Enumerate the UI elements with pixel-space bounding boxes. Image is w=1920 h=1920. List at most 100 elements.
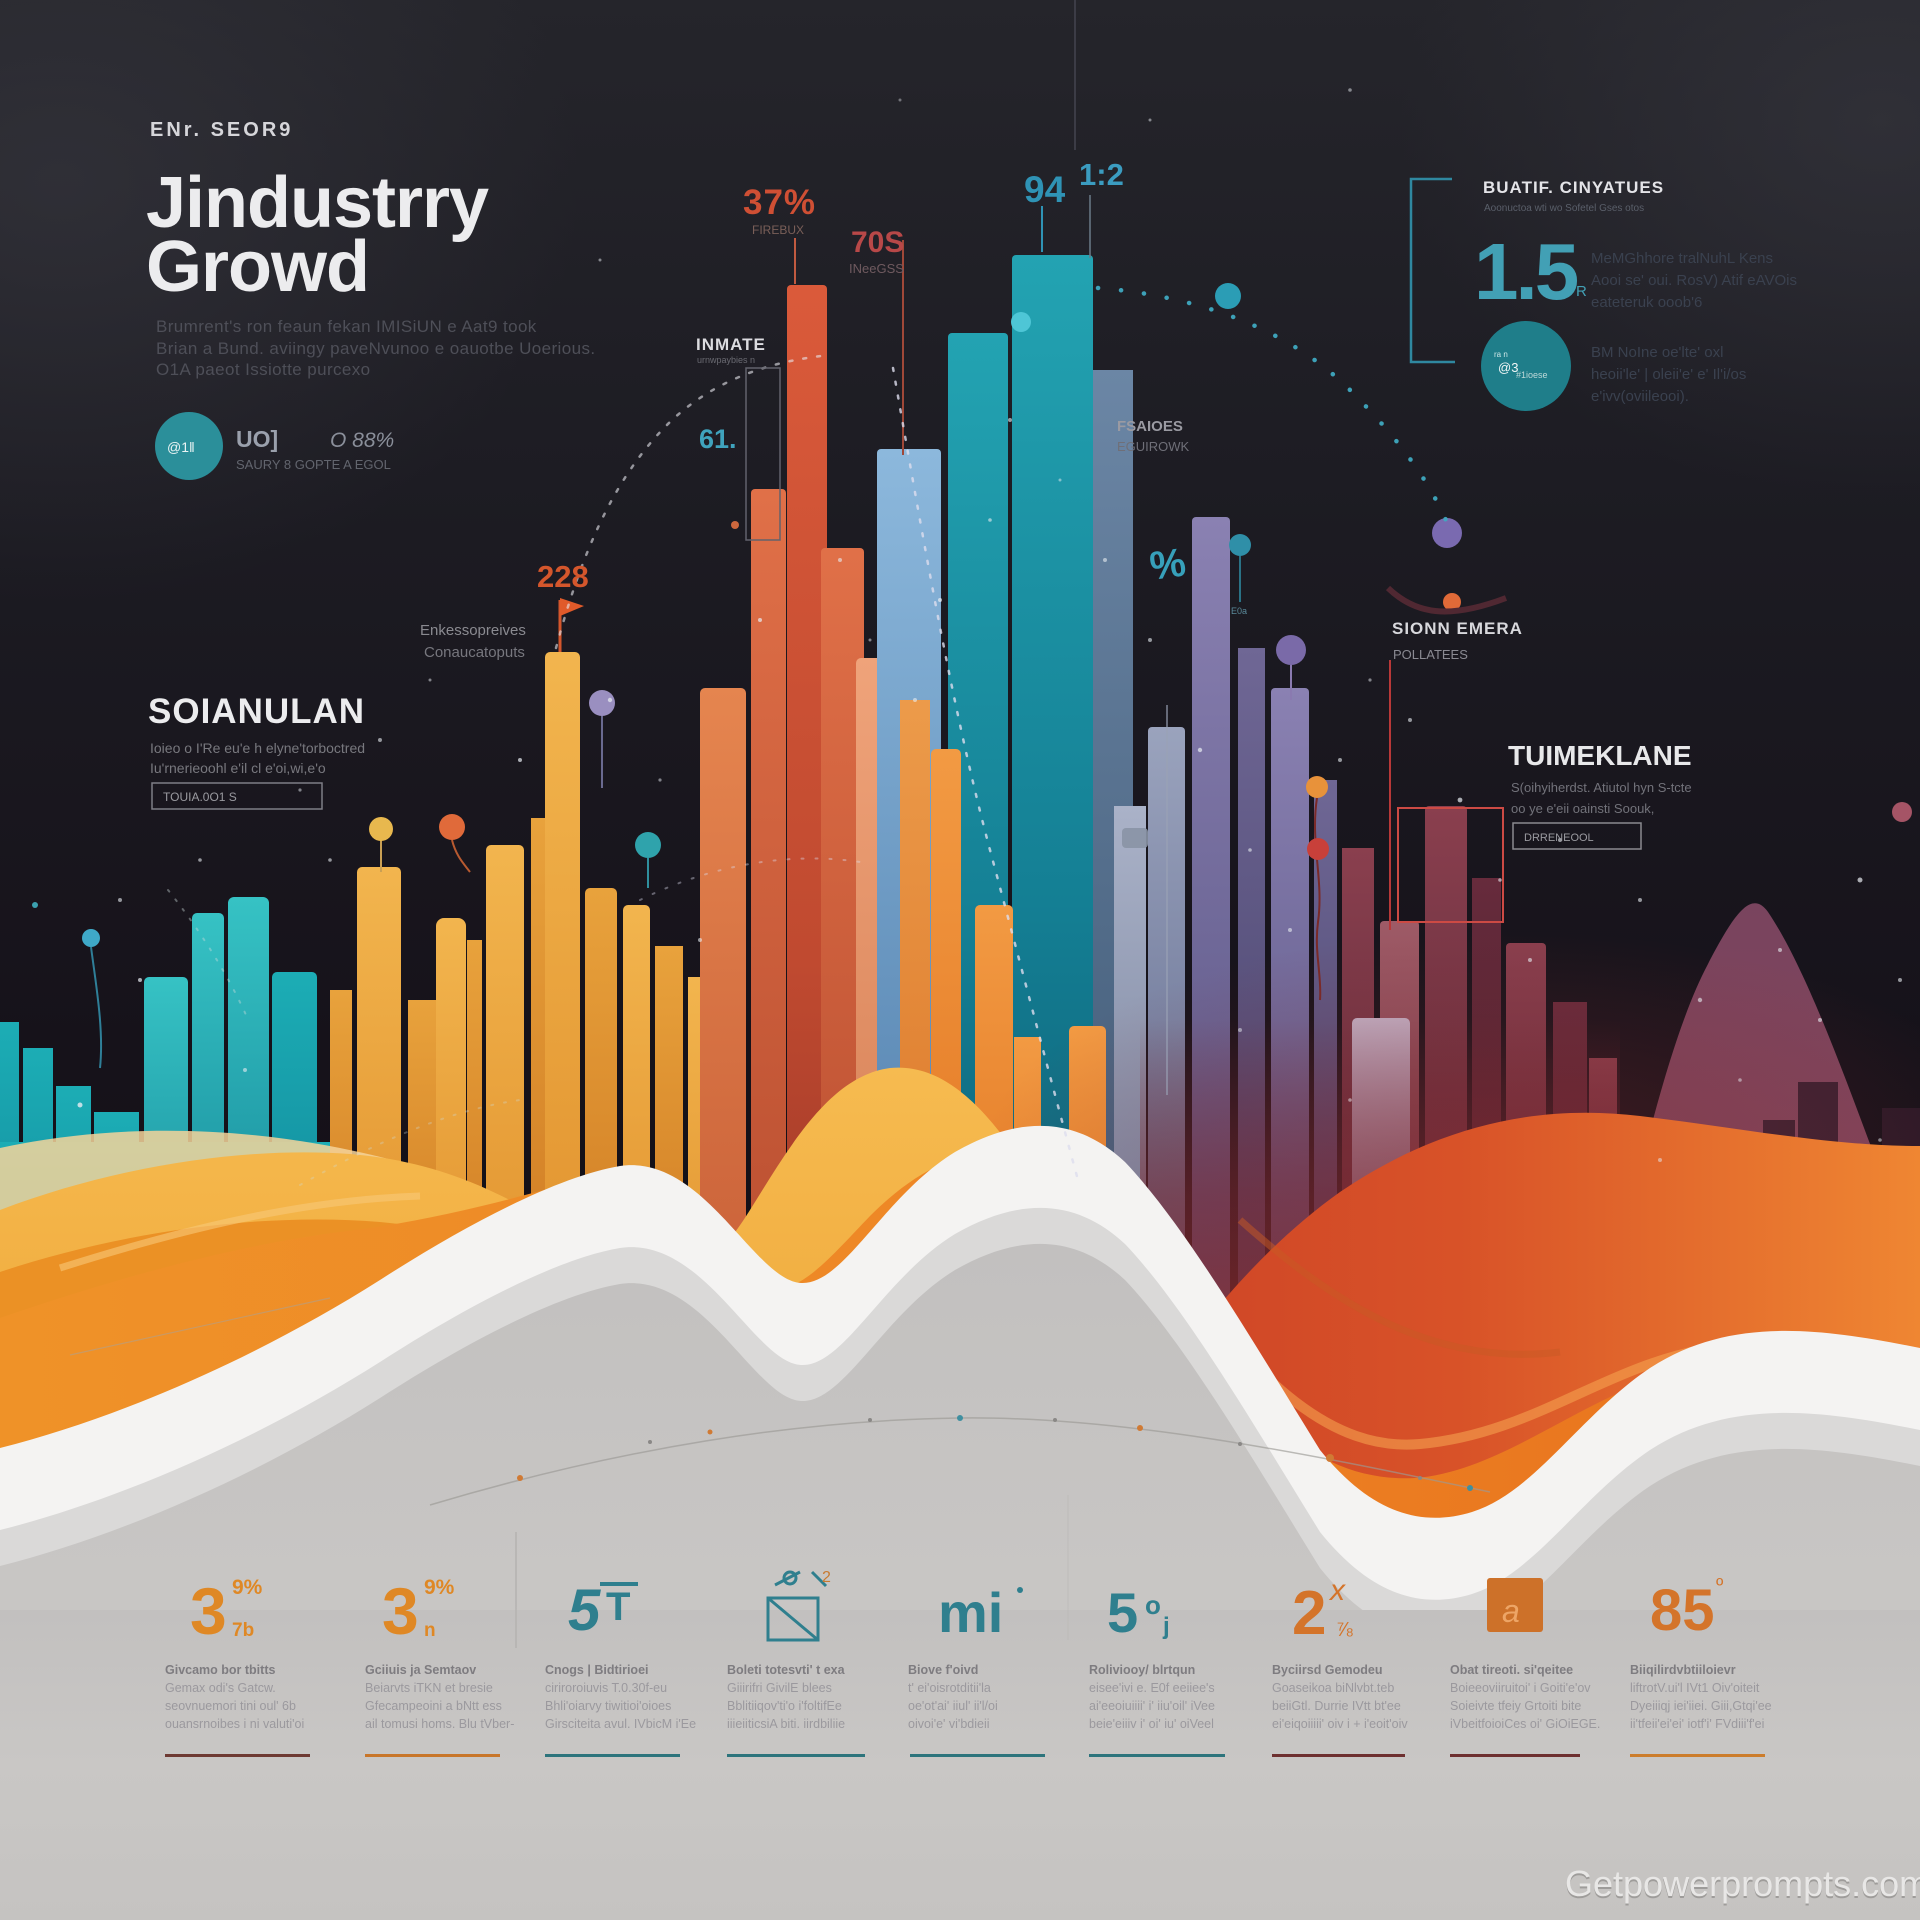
svg-text:3: 3	[190, 1574, 227, 1648]
svg-text:iiieiiticsiA biti. iirdbiliie: iiieiiticsiA biti. iirdbiliie	[727, 1717, 845, 1731]
svg-text:º: º	[1716, 1575, 1724, 1597]
svg-text:FSAIOES: FSAIOES	[1117, 418, 1183, 435]
svg-text:ai'eeoiuiiii' i' iiu'oil' iVee: ai'eeoiuiiii' i' iiu'oil' iVee	[1089, 1699, 1215, 1713]
svg-text:Boleti totesvti' t exa: Boleti totesvti' t exa	[727, 1663, 846, 1677]
svg-text:oe'ot'ai' iiul' ii'l/oi: oe'ot'ai' iiul' ii'l/oi	[908, 1699, 998, 1713]
svg-text:Brian a Bund. aviingy paveNvun: Brian a Bund. aviingy paveNvunoo e oauot…	[156, 339, 595, 358]
svg-text:T: T	[606, 1585, 630, 1629]
svg-text:Brumrent's ron feaun fekan IMI: Brumrent's ron feaun fekan IMISiUN e Aat…	[156, 317, 537, 336]
svg-text:j: j	[1162, 1613, 1170, 1640]
svg-text:O 88%: O 88%	[330, 429, 394, 452]
svg-text:Getpowerprompts.com: Getpowerprompts.com	[1565, 1863, 1920, 1904]
svg-text:Beiarvts iTKN et bresie: Beiarvts iTKN et bresie	[365, 1681, 493, 1695]
svg-text:Obat tireoti. si'qeitee: Obat tireoti. si'qeitee	[1450, 1663, 1573, 1677]
svg-text:TOUIA.0O1 S: TOUIA.0O1 S	[163, 790, 237, 804]
svg-text:Gemax odi's Gatcw.: Gemax odi's Gatcw.	[165, 1681, 276, 1695]
svg-text:SOIANULAN: SOIANULAN	[148, 692, 365, 731]
svg-text:5: 5	[1107, 1581, 1138, 1644]
svg-text:Conaucatoputs: Conaucatoputs	[424, 644, 525, 661]
svg-text:3: 3	[382, 1574, 419, 1648]
svg-text:POLLATEES: POLLATEES	[1393, 647, 1468, 662]
svg-text:Aooi se' oui. RosV) Atif eAVOi: Aooi se' oui. RosV) Atif eAVOis	[1591, 272, 1797, 289]
svg-text:INeeGSS: INeeGSS	[849, 261, 904, 276]
svg-text:ouansrnoibes i ni valuti'oi: ouansrnoibes i ni valuti'oi	[165, 1717, 304, 1731]
svg-text:n: n	[424, 1620, 436, 1641]
svg-text:2: 2	[822, 1569, 831, 1586]
svg-text:70S: 70S	[851, 226, 904, 259]
svg-text:INMATE: INMATE	[696, 335, 766, 354]
svg-text:mi: mi	[938, 1581, 1003, 1644]
svg-text:Boieeoviiruitoi' i Goiti'e'ov: Boieeoviiruitoi' i Goiti'e'ov	[1450, 1681, 1591, 1695]
svg-text:eateteruk ooob'6: eateteruk ooob'6	[1591, 294, 1702, 311]
svg-text:%: %	[1147, 540, 1188, 589]
svg-text:a: a	[1502, 1593, 1520, 1629]
svg-text:Getpowerprompts.com: Getpowerprompts.com	[1565, 1865, 1920, 1906]
svg-text:Enkessopreives: Enkessopreives	[420, 622, 526, 639]
svg-text:Giiirifri GivilE blees: Giiirifri GivilE blees	[727, 1681, 832, 1695]
svg-text:Jindustrry: Jindustrry	[146, 163, 489, 243]
svg-text:seovnuemori tini oul' 6b: seovnuemori tini oul' 6b	[165, 1699, 296, 1713]
svg-text:o: o	[1145, 1590, 1161, 1620]
svg-text:liftrotV.ui'l IVt1 Oiv'oiteit: liftrotV.ui'l IVt1 Oiv'oiteit	[1630, 1681, 1760, 1695]
svg-text:1:2: 1:2	[1079, 157, 1124, 192]
svg-text:Roliviooy/ blrtqun: Roliviooy/ blrtqun	[1089, 1663, 1195, 1677]
svg-text:Bblitiiqov'ti'o i'foltifEe: Bblitiiqov'ti'o i'foltifEe	[727, 1699, 842, 1713]
svg-text:ei'eiqoiiiii' oiv i + i'eoit'o: ei'eiqoiiiii' oiv i + i'eoit'oiv	[1272, 1717, 1408, 1731]
svg-text:SIONN EMERA: SIONN EMERA	[1392, 619, 1523, 638]
svg-text:eisee'ivi e. E0f eeiiee's: eisee'ivi e. E0f eeiiee's	[1089, 1681, 1215, 1695]
svg-text:5: 5	[568, 1578, 601, 1643]
svg-text:Aoonuctoa wti wo Sofetel Gses: Aoonuctoa wti wo Sofetel Gses otos	[1484, 203, 1644, 214]
svg-text:@1‖: @1‖	[167, 439, 195, 455]
svg-text:#1ioese: #1ioese	[1516, 370, 1548, 380]
svg-text:ii'tfeii'ei'ei' iotf'i' FVdiii: ii'tfeii'ei'ei' iotf'i' FVdiii'f'ei	[1630, 1717, 1764, 1731]
svg-text:e'ivv(oviileooi).: e'ivv(oviileooi).	[1591, 388, 1689, 405]
svg-text:beiiGtl. Durrie IVtt bt'ee: beiiGtl. Durrie IVtt bt'ee	[1272, 1699, 1401, 1713]
svg-text:37%: 37%	[743, 183, 816, 222]
svg-text:Bhli'oiarvy tiwitioi'oioes: Bhli'oiarvy tiwitioi'oioes	[545, 1699, 671, 1713]
svg-text:94: 94	[1024, 169, 1066, 210]
svg-text:EGUIROWK: EGUIROWK	[1117, 439, 1190, 454]
svg-text:61.: 61.	[699, 424, 737, 454]
svg-text:228: 228	[537, 559, 589, 594]
svg-text:BUATIF. CINYATUES: BUATIF. CINYATUES	[1483, 178, 1664, 197]
svg-text:O1A paeot Issiotte purcexo: O1A paeot Issiotte purcexo	[156, 360, 371, 379]
svg-text:urnwpaybies n: urnwpaybies n	[697, 355, 755, 365]
svg-text:⅞: ⅞	[1336, 1619, 1353, 1641]
svg-text:Iu'rnerieoohl e'il cl e'oi,wi,: Iu'rnerieoohl e'il cl e'oi,wi,e'o	[150, 760, 326, 776]
svg-text:MeMGhhore tralNuhL Kens: MeMGhhore tralNuhL Kens	[1591, 250, 1773, 267]
svg-text:Biiqilirdvbtiiloievr: Biiqilirdvbtiiloievr	[1630, 1663, 1736, 1677]
svg-text:DRRENEOOL: DRRENEOOL	[1524, 832, 1594, 844]
svg-text:iVbeitfoioiCes oi' GiOiEGE.: iVbeitfoioiCes oi' GiOiEGE.	[1450, 1717, 1600, 1731]
svg-text:Growd: Growd	[146, 227, 369, 307]
svg-text:ra n: ra n	[1494, 350, 1508, 359]
svg-text:1.5: 1.5	[1474, 227, 1578, 316]
svg-text:E0a: E0a	[1231, 606, 1247, 616]
svg-text:beie'eiiiv i' oi' iu' oiVeel: beie'eiiiv i' oi' iu' oiVeel	[1089, 1717, 1214, 1731]
svg-text:85: 85	[1650, 1578, 1715, 1643]
svg-text:Gfecampeoini a bNtt ess: Gfecampeoini a bNtt ess	[365, 1699, 502, 1713]
svg-text:ail tomusi homs. Blu tVber-: ail tomusi homs. Blu tVber-	[365, 1717, 514, 1731]
svg-text:Cnogs | Bidtirioei: Cnogs | Bidtirioei	[545, 1663, 649, 1677]
svg-text:Dyeiiiqj iei'iiei. Giii,Gtqi'e: Dyeiiiqj iei'iiei. Giii,Gtqi'ee	[1630, 1699, 1772, 1713]
svg-text:7b: 7b	[232, 1620, 254, 1641]
svg-text:TUIMEKLANE: TUIMEKLANE	[1508, 740, 1692, 771]
svg-text:Givcamo bor tbitts: Givcamo bor tbitts	[165, 1663, 275, 1677]
svg-text:ciriroroiuvis T.0.30f-eu: ciriroroiuvis T.0.30f-eu	[545, 1681, 667, 1695]
svg-text:9%: 9%	[232, 1576, 263, 1599]
svg-text:9%: 9%	[424, 1576, 455, 1599]
svg-text:2: 2	[1292, 1579, 1326, 1648]
svg-text:Goaseikoa biNlvbt.teb: Goaseikoa biNlvbt.teb	[1272, 1681, 1394, 1695]
svg-text:t' ei'oisrotditii'la: t' ei'oisrotditii'la	[908, 1681, 991, 1695]
svg-text:Soieivte tfeiy Grtoiti bite: Soieivte tfeiy Grtoiti bite	[1450, 1699, 1581, 1713]
svg-text:R: R	[1576, 283, 1587, 300]
svg-text:UO]: UO]	[236, 426, 278, 452]
svg-text:@3: @3	[1498, 360, 1518, 375]
svg-text:Biove f'oivd: Biove f'oivd	[908, 1663, 978, 1677]
svg-text:Ioieo o I'Re eu'e h elyne'torb: Ioieo o I'Re eu'e h elyne'torboctred	[150, 740, 365, 756]
svg-text:oivoi'e' vi'bdieii: oivoi'e' vi'bdieii	[908, 1717, 990, 1731]
svg-text:SAURY 8 GOPTE A EGOL: SAURY 8 GOPTE A EGOL	[236, 457, 391, 472]
svg-text:ENr. SEOR9: ENr. SEOR9	[150, 119, 293, 141]
svg-text:BM NoIne oe'lte' oxl: BM NoIne oe'lte' oxl	[1591, 344, 1723, 361]
svg-text:Byciirsd Gemodeu: Byciirsd Gemodeu	[1272, 1663, 1382, 1677]
svg-text:heoii'le' | oleii'e' e' Il'i/o: heoii'le' | oleii'e' e' Il'i/os	[1591, 366, 1746, 383]
